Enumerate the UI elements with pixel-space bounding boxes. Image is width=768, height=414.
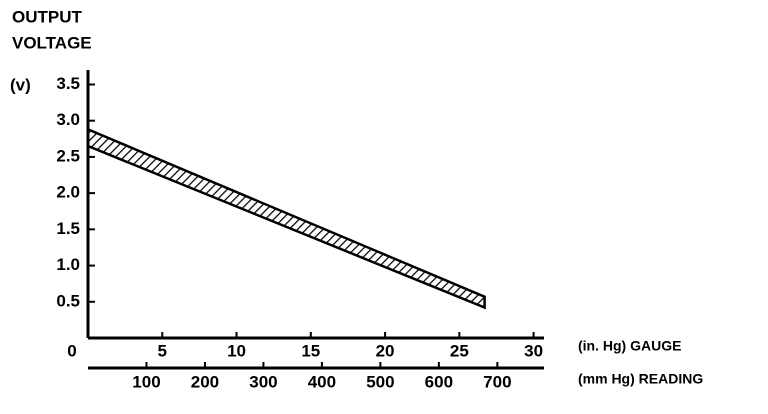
x-tick-label: 15 bbox=[301, 341, 320, 360]
x2-tick-label: 300 bbox=[249, 372, 277, 391]
y-tick-label: 1.0 bbox=[56, 255, 80, 274]
y-tick-label: 3.5 bbox=[56, 74, 80, 93]
x2-tick-label: 700 bbox=[483, 372, 511, 391]
x-tick-label: 30 bbox=[524, 341, 543, 360]
x2-tick-label: 400 bbox=[308, 372, 336, 391]
x-tick-label: 20 bbox=[376, 341, 395, 360]
y-tick-label: 3.0 bbox=[56, 110, 80, 129]
x-tick-label: 10 bbox=[227, 341, 246, 360]
x2-tick-label: 100 bbox=[132, 372, 160, 391]
title-line: VOLTAGE bbox=[12, 33, 92, 52]
y-tick-label: 2.0 bbox=[56, 183, 80, 202]
band bbox=[86, 127, 486, 310]
x2-tick-label: 200 bbox=[191, 372, 219, 391]
y-tick-label: 2.5 bbox=[56, 146, 80, 165]
x-tick-label: 5 bbox=[158, 341, 167, 360]
y-unit: (v) bbox=[10, 75, 31, 94]
x2-tick-label: 600 bbox=[425, 372, 453, 391]
x2-axis-label: (mm Hg) READING bbox=[578, 371, 703, 387]
x-tick-label: 0 bbox=[67, 341, 76, 360]
y-tick-label: 0.5 bbox=[56, 291, 80, 310]
title-line: OUTPUT bbox=[12, 7, 83, 26]
x2-tick-label: 500 bbox=[366, 372, 394, 391]
x-axis-label: (in. Hg) GAUGE bbox=[578, 338, 681, 354]
y-tick-label: 1.5 bbox=[56, 219, 80, 238]
x-tick-label: 25 bbox=[450, 341, 469, 360]
